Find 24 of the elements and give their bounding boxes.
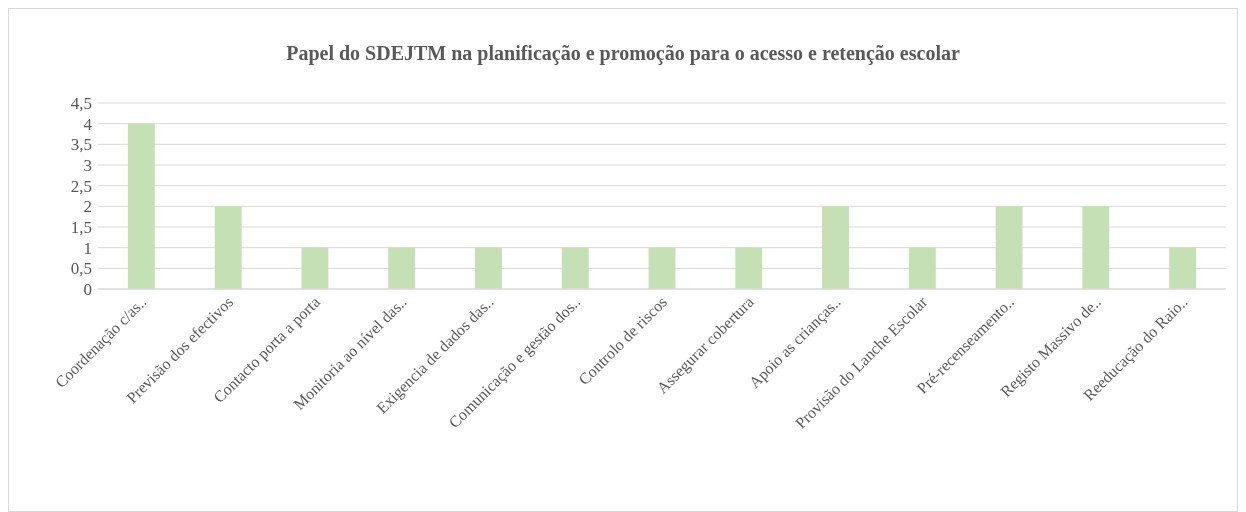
y-tick-label: 4,5 [70, 93, 92, 113]
bar [735, 247, 763, 289]
bar [301, 247, 329, 289]
bar [995, 206, 1023, 289]
y-tick-label: 0 [83, 279, 92, 299]
y-tick-label: 2,5 [70, 176, 92, 196]
bar [1169, 247, 1197, 289]
bar [127, 123, 155, 289]
bar [648, 247, 676, 289]
chart-title: Papel do SDEJTM na planificação e promoção para o acesso e retenção escolar [286, 42, 960, 65]
bar [388, 247, 416, 289]
y-tick-label: 1 [83, 238, 92, 258]
bar [475, 247, 502, 289]
y-tick-label: 0,5 [70, 259, 92, 279]
y-tick-label: 3,5 [70, 135, 92, 155]
bar [1082, 206, 1110, 289]
y-tick-label: 2 [83, 197, 92, 217]
y-tick-label: 3 [83, 155, 92, 175]
bar [822, 206, 849, 289]
bar [561, 247, 589, 289]
y-tick-label: 1,5 [70, 217, 92, 237]
bar [214, 206, 242, 289]
bar [908, 247, 936, 289]
y-tick-label: 4 [83, 114, 93, 134]
